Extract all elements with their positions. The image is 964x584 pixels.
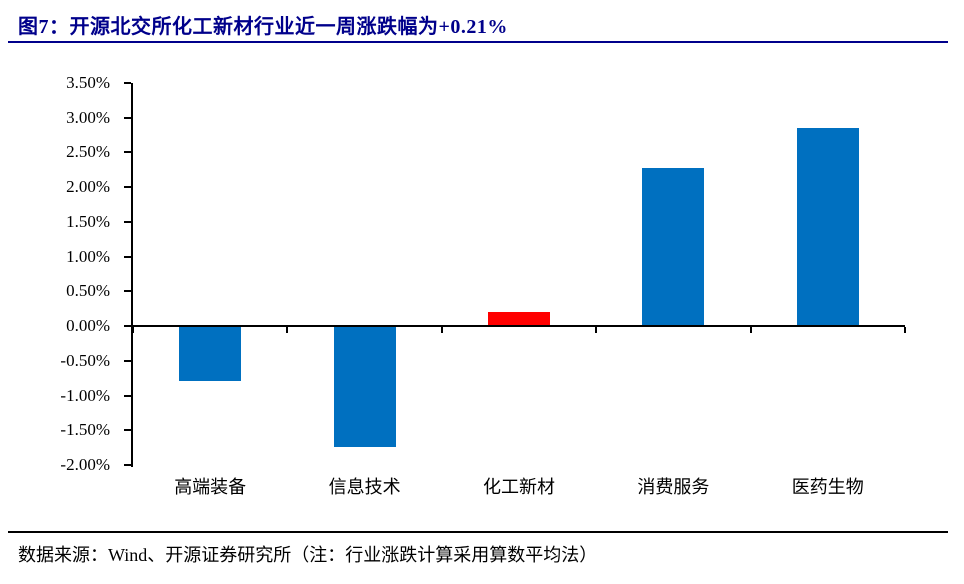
y-axis-label: 0.50%: [66, 281, 110, 301]
y-axis-tick: [124, 116, 131, 119]
chart-bar-化工新材: [488, 311, 550, 327]
title-divider: [8, 41, 948, 43]
chart-bar-消费服务: [642, 168, 705, 327]
y-axis-label: -1.50%: [60, 420, 110, 440]
y-axis-tick: [124, 82, 131, 84]
figure-title: 图7：开源北交所化工新材行业近一周涨跌幅为+0.21%: [18, 16, 508, 38]
bar-chart: 3.50% 3.00% 2.50% 2.00% 1.50% 1.00% 0.50% 0.00%…: [60, 73, 906, 497]
y-axis-tick: [124, 359, 131, 362]
chart-bar-医药生物: [796, 128, 859, 327]
x-axis-tick: [749, 327, 752, 334]
x-axis-line: [133, 325, 905, 328]
y-axis-label: 3.00%: [66, 107, 110, 127]
category-label-化工新材: 化工新材: [482, 477, 555, 497]
y-axis-label: 1.50%: [66, 211, 110, 231]
y-axis-label: 1.00%: [66, 246, 110, 266]
x-axis-tick: [440, 327, 443, 334]
y-axis-label: 3.50%: [66, 73, 110, 92]
y-axis-tick: [124, 325, 131, 328]
y-axis-label: -2.00%: [60, 455, 110, 474]
x-axis-tick: [595, 327, 598, 334]
source-note: 数据来源：Wind、开源证券研究所（注：行业涨跌计算采用算数平均法）: [18, 545, 598, 565]
chart-bar-信息技术: [333, 326, 396, 447]
category-label-消费服务: 消费服务: [637, 477, 710, 497]
y-axis-tick: [124, 394, 131, 397]
y-axis-label: -0.50%: [60, 350, 110, 370]
y-axis-tick: [124, 290, 131, 293]
y-axis-tick: [124, 186, 131, 189]
category-label-高端装备: 高端装备: [174, 477, 247, 497]
x-axis-tick: [904, 327, 906, 334]
y-axis-tick: [124, 429, 131, 432]
y-axis-tick: [124, 255, 131, 258]
y-axis-tick: [124, 220, 131, 223]
category-label-医药生物: 医药生物: [791, 477, 864, 497]
y-axis-tick: [124, 464, 131, 466]
y-axis-label: 0.00%: [66, 316, 110, 336]
y-axis-label: -1.00%: [60, 385, 110, 405]
x-axis-tick: [132, 327, 134, 334]
footer-divider: [8, 531, 948, 533]
y-axis-label: 2.50%: [66, 142, 110, 162]
category-label-信息技术: 信息技术: [328, 477, 401, 497]
chart-bar-高端装备: [179, 326, 242, 381]
x-axis-tick: [286, 327, 289, 334]
y-axis-label: 2.00%: [66, 177, 110, 197]
y-axis-tick: [124, 151, 131, 154]
y-axis-line: [131, 83, 133, 467]
